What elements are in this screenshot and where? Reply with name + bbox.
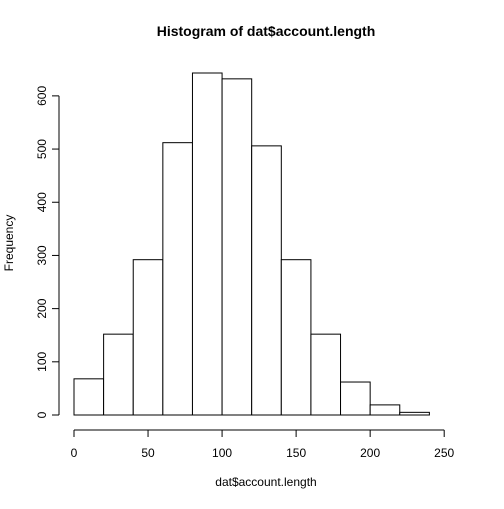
histogram-bars	[73, 72, 430, 416]
y-tick-label: 300	[35, 245, 49, 265]
x-tick-label: 50	[141, 446, 155, 460]
x-tick-label: 100	[212, 446, 232, 460]
y-axis: 0 100 200 300 400 500 600	[35, 86, 60, 418]
histogram-bar	[340, 381, 371, 416]
histogram-bar	[280, 259, 312, 416]
y-tick-label: 0	[35, 411, 49, 418]
histogram-bar	[162, 142, 193, 416]
x-axis-label: dat$account.length	[215, 475, 316, 489]
x-tick-label: 150	[286, 446, 306, 460]
y-tick-label: 500	[35, 139, 49, 159]
x-tick-label: 0	[71, 446, 78, 460]
histogram-bar	[221, 78, 253, 416]
chart-title: Histogram of dat$account.length	[157, 23, 376, 39]
y-tick-label: 200	[35, 298, 49, 318]
histogram-bar	[73, 378, 105, 416]
x-tick-label: 200	[360, 446, 380, 460]
y-tick-label: 600	[35, 86, 49, 106]
histogram-bar	[369, 404, 401, 416]
histogram-bar	[191, 72, 223, 416]
histogram-bar	[251, 145, 282, 416]
histogram-bar	[399, 411, 430, 416]
y-axis-label: Frequency	[2, 215, 16, 272]
histogram-bar	[310, 333, 342, 416]
histogram-bar	[132, 259, 164, 416]
x-tick-label: 250	[434, 446, 454, 460]
histogram-bar	[103, 333, 134, 416]
x-axis: 0 50 100 150 200 250	[71, 429, 455, 460]
y-tick-label: 400	[35, 192, 49, 212]
y-tick-label: 100	[35, 351, 49, 371]
